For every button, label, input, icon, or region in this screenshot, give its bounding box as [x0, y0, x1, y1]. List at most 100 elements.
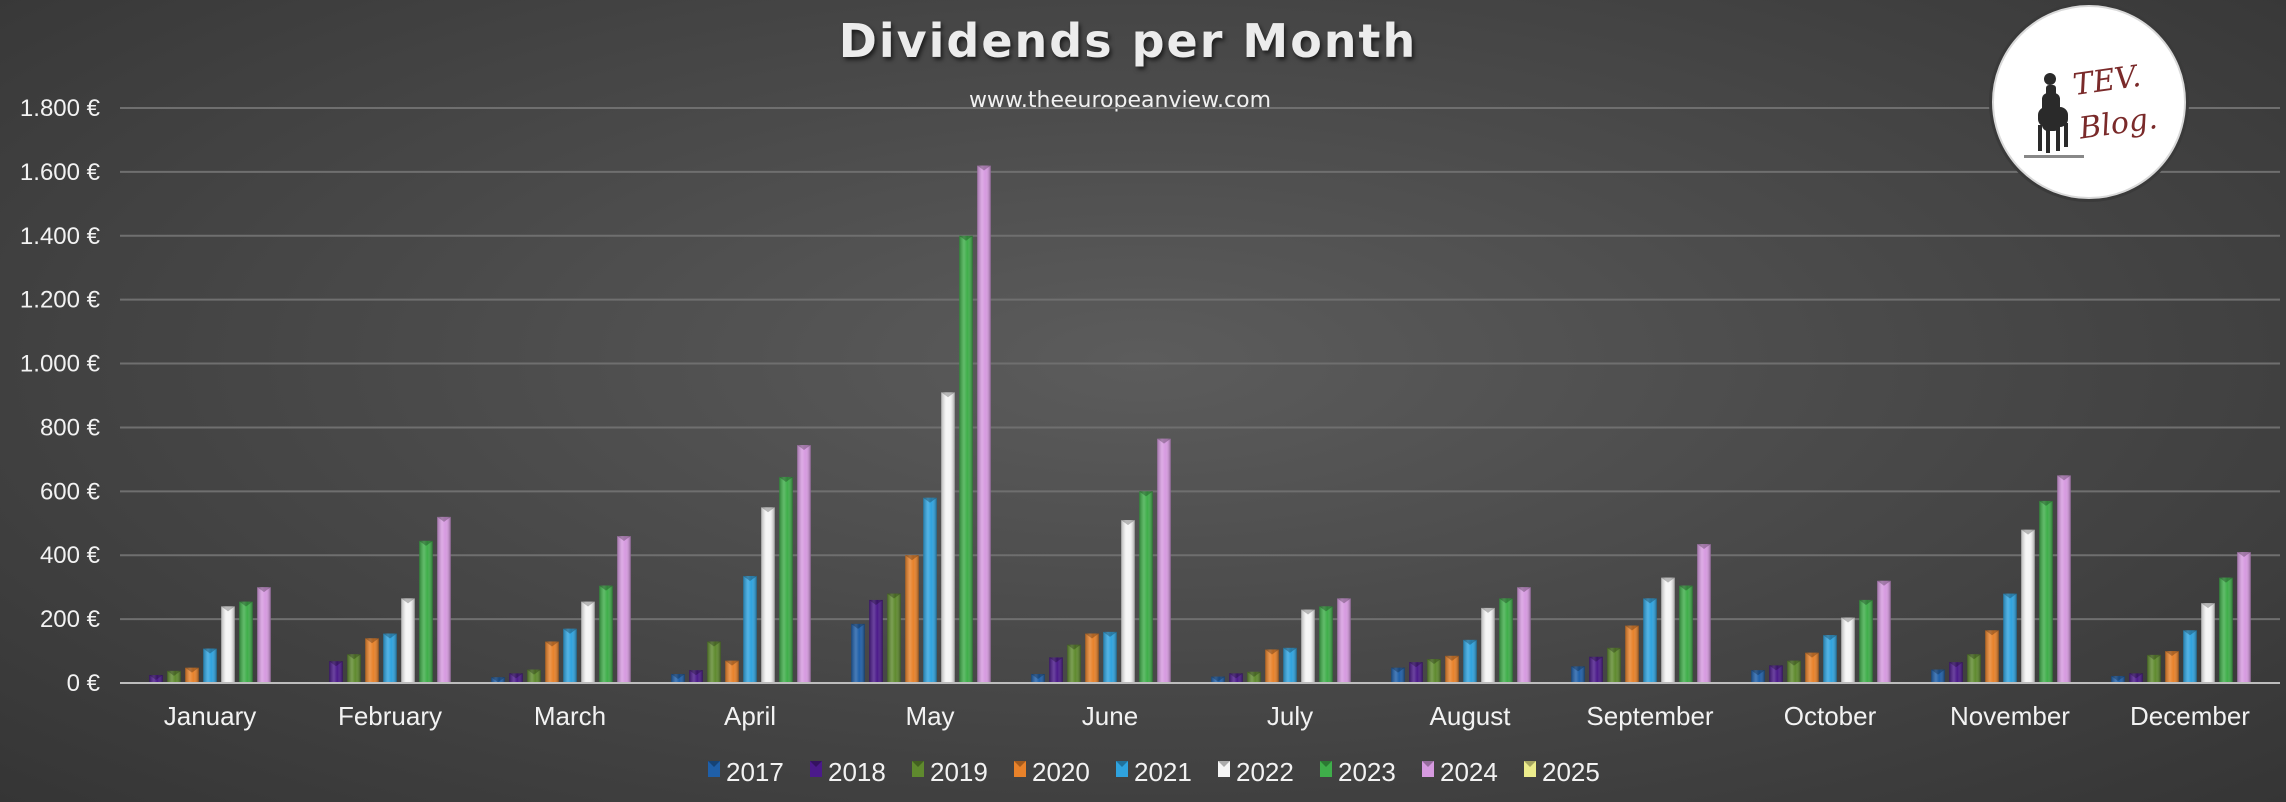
legend-label: 2018	[828, 757, 886, 787]
bar-2017-july	[1211, 676, 1225, 683]
bar-2021-october	[1823, 635, 1837, 683]
bar-2022-july	[1301, 609, 1315, 683]
x-tick-label: April	[724, 701, 776, 731]
bar-2019-april	[707, 641, 721, 683]
bar-2020-march	[545, 641, 559, 683]
legend-label: 2024	[1440, 757, 1498, 787]
bar-2020-november	[1985, 630, 1999, 683]
bar-2020-april	[725, 660, 739, 683]
bar-2021-january	[203, 648, 217, 683]
legend-swatch	[912, 761, 924, 777]
x-tick-labels: January February March April May June July Augu…	[164, 701, 2251, 731]
bar-2020-june	[1085, 633, 1099, 683]
bar-2024-june	[1157, 438, 1171, 683]
legend-item-2022: 2022	[1218, 757, 1294, 787]
legend-item-2024: 2024	[1422, 757, 1498, 787]
bar-2018-september	[1589, 656, 1603, 683]
bar-2021-march	[563, 628, 577, 683]
y-tick-label: 1.000 €	[20, 351, 101, 378]
bar-2024-september	[1697, 544, 1711, 683]
legend-label: 2022	[1236, 757, 1294, 787]
bar-2020-september	[1625, 625, 1639, 683]
gridlines	[120, 107, 2280, 684]
bar-2021-june	[1103, 631, 1117, 683]
legend-swatch	[1422, 761, 1434, 777]
bar-2017-june	[1031, 674, 1045, 683]
bar-2021-november	[2003, 593, 2017, 683]
bar-2019-december	[2147, 654, 2161, 683]
y-tick-label: 1.800 €	[20, 95, 101, 122]
bar-2018-june	[1049, 657, 1063, 683]
bar-2021-december	[2183, 630, 2197, 683]
legend-swatch	[1320, 761, 1332, 777]
chart-title: Dividends per Month	[838, 14, 1418, 68]
bar-2024-may	[977, 165, 991, 683]
legend-item-2017: 2017	[708, 757, 784, 787]
y-tick-label: 600 €	[40, 478, 101, 505]
bar-2023-january	[239, 601, 253, 683]
bar-2018-october	[1769, 665, 1783, 683]
x-tick-label: December	[2130, 701, 2250, 731]
bar-2023-august	[1499, 598, 1513, 683]
tev-blog-logo: TEV. Blog.	[1992, 5, 2186, 199]
x-tick-label: February	[338, 701, 442, 731]
bar-2018-august	[1409, 662, 1423, 683]
bar-2023-may	[959, 235, 973, 683]
bar-2018-november	[1949, 662, 1963, 683]
bar-2019-october	[1787, 660, 1801, 683]
x-tick-label: September	[1586, 701, 1714, 731]
legend-label: 2021	[1134, 757, 1192, 787]
bar-2022-january	[221, 606, 235, 683]
bar-2021-august	[1463, 639, 1477, 683]
x-tick-label: January	[164, 701, 257, 731]
bar-2022-march	[581, 601, 595, 683]
logo-text: TEV. Blog.	[2070, 58, 2160, 147]
bar-2024-january	[257, 587, 271, 683]
bar-2022-august	[1481, 607, 1495, 683]
y-tick-label: 0 €	[67, 670, 101, 697]
bar-2021-april	[743, 575, 757, 683]
legend: 2017 2018 2019 2020 2021 2022 2023 2024 2025	[708, 757, 1600, 787]
bar-2024-july	[1337, 598, 1351, 683]
bar-2017-april	[671, 674, 685, 683]
bar-2023-september	[1679, 585, 1693, 683]
bar-2019-february	[347, 654, 361, 683]
bar-2020-february	[365, 638, 379, 683]
bar-2022-october	[1841, 617, 1855, 683]
bar-2021-may	[923, 497, 937, 683]
bar-2017-may	[851, 623, 865, 683]
bar-2024-april	[797, 445, 811, 683]
bar-2020-august	[1445, 655, 1459, 683]
bar-2022-september	[1661, 577, 1675, 683]
bar-2019-september	[1607, 647, 1621, 683]
x-tick-label: May	[905, 701, 954, 731]
bar-2024-august	[1517, 587, 1531, 683]
bar-2019-january	[167, 670, 181, 683]
legend-swatch	[708, 761, 720, 777]
knight-horse-icon	[2024, 73, 2084, 158]
bar-2023-june	[1139, 491, 1153, 683]
bar-2017-march	[491, 677, 505, 683]
legend-item-2021: 2021	[1116, 757, 1192, 787]
bar-2018-february	[329, 661, 343, 683]
legend-swatch	[810, 761, 822, 777]
bar-2024-february	[437, 516, 451, 683]
legend-swatch	[1218, 761, 1230, 777]
bar-2017-december	[2111, 675, 2125, 683]
bar-2023-april	[779, 476, 793, 683]
legend-item-2023: 2023	[1320, 757, 1396, 787]
bar-2019-june	[1067, 644, 1081, 683]
x-tick-label: March	[534, 701, 606, 731]
bar-2019-august	[1427, 659, 1441, 683]
bar-2023-february	[419, 540, 433, 683]
bar-2017-august	[1391, 667, 1405, 683]
legend-swatch	[1116, 761, 1128, 777]
bar-2022-november	[2021, 529, 2035, 683]
bar-2019-march	[527, 669, 541, 683]
bar-2021-february	[383, 633, 397, 683]
bar-2018-january	[149, 675, 163, 683]
bar-2021-july	[1283, 647, 1297, 683]
legend-label: 2020	[1032, 757, 1090, 787]
legend-label: 2019	[930, 757, 988, 787]
bar-2019-november	[1967, 654, 1981, 683]
